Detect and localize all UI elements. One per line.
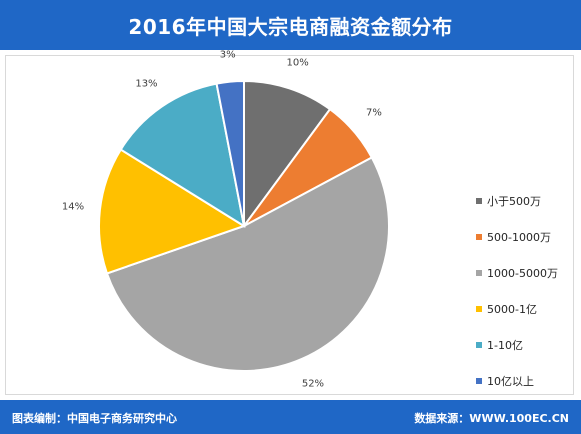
pie-slice: [98, 148, 247, 275]
legend-label: 5000-1亿: [487, 303, 537, 316]
pie-slice: [243, 79, 332, 230]
legend-item: 小于500万: [476, 194, 581, 208]
legend-label: 小于500万: [487, 195, 541, 208]
legend-swatch: [476, 270, 482, 276]
slice-percentage-label: 10%: [286, 57, 309, 69]
legend-label: 1-10亿: [487, 339, 523, 352]
chart-title: 2016年中国大宗电商融资金额分布: [128, 14, 453, 39]
footer-source: 数据来源：WWW.100EC.CN: [414, 412, 569, 425]
slice-percentage-label: 3%: [219, 49, 236, 61]
slice-percentage-label: 13%: [135, 78, 158, 90]
legend-item: 1-10亿: [476, 338, 581, 352]
pie-slice: [215, 79, 245, 227]
legend-item: 500-1000万: [476, 230, 581, 244]
legend-swatch: [476, 198, 482, 204]
legend-item: 1000-5000万: [476, 266, 581, 280]
legend-swatch: [476, 378, 482, 384]
slice-percentage-label: 14%: [61, 201, 85, 213]
pie-chart: [98, 79, 390, 372]
legend-label: 500-1000万: [487, 231, 551, 244]
legend-swatch: [476, 234, 482, 240]
legend-label: 1000-5000万: [487, 267, 558, 280]
chart-area: 10% 7% 52% 14% 13% 3% 小于500万 500-1000万 1000-500…: [5, 49, 574, 395]
pie-slice: [119, 82, 246, 229]
pie-slice: [105, 156, 390, 372]
footer-bar: 图表编制：中国电子商务研究中心 数据来源：WWW.100EC.CN: [0, 400, 581, 434]
slice-percentage-label: 7%: [366, 107, 382, 119]
legend-label: 10亿以上: [487, 375, 534, 388]
slice-percentage-label: 52%: [301, 378, 325, 390]
footer-credit: 图表编制：中国电子商务研究中心: [12, 412, 177, 425]
chart-header: 2016年中国大宗电商融资金额分布: [0, 0, 581, 50]
legend-item: 5000-1亿: [476, 302, 581, 316]
legend-item: 10亿以上: [476, 374, 581, 388]
legend-swatch: [476, 306, 482, 312]
legend-swatch: [476, 342, 482, 348]
